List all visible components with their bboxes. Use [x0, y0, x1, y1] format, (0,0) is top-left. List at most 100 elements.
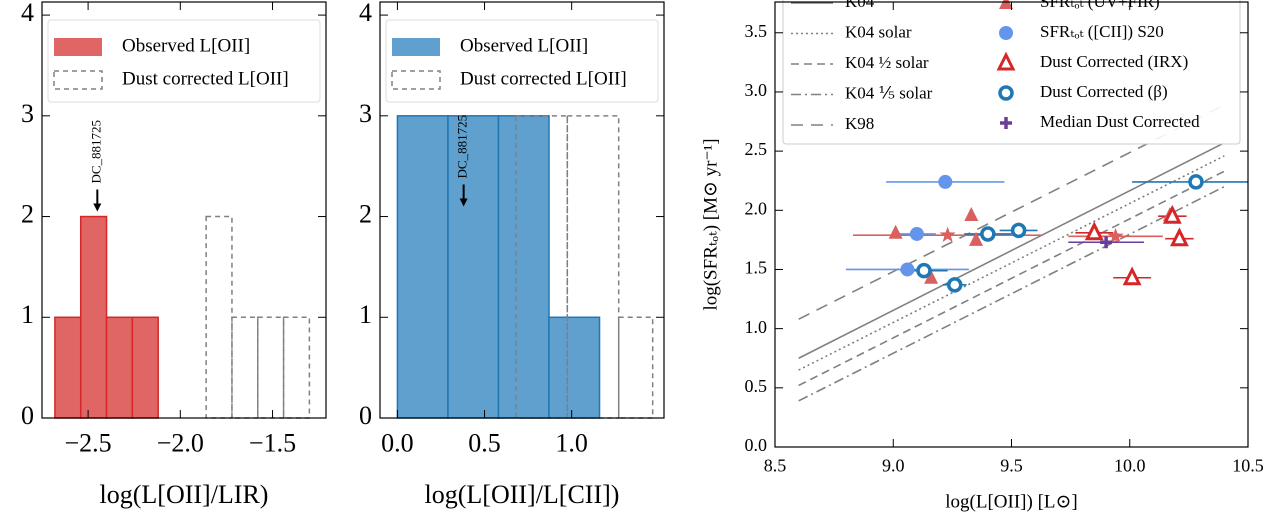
point — [969, 231, 984, 246]
y-tick-label: 3 — [359, 99, 372, 128]
hist-bar — [131, 316, 159, 419]
y-tick-label: 2 — [21, 200, 34, 229]
legend-frame — [385, 19, 659, 103]
hist-bar — [231, 316, 259, 419]
y-tick-label: 2 — [359, 200, 372, 229]
y-tick-label: 1 — [21, 300, 34, 329]
legend-label: SFRₜₒₜ ([CII]) S20 — [1040, 22, 1164, 41]
point — [924, 269, 939, 284]
point — [980, 226, 996, 242]
y-tick-label: 1.5 — [745, 258, 768, 278]
annotation: DC_881725 — [455, 115, 470, 179]
axes-frame — [379, 1, 665, 419]
point — [916, 262, 932, 279]
x-tick-label: 9.5 — [1000, 455, 1023, 475]
legend-label: K04 solar — [845, 22, 912, 41]
plot-area — [798, 104, 1248, 402]
point — [1084, 221, 1104, 241]
point — [964, 207, 979, 222]
legend-label: Dust corrected L[OII] — [460, 68, 627, 89]
point — [1162, 204, 1182, 224]
hist-bar — [447, 115, 500, 419]
y-tick-label: 3.5 — [745, 21, 768, 41]
y-tick-label: 3.0 — [745, 80, 768, 100]
legend-label: Observed L[OII] — [122, 35, 250, 56]
x-tick-label: 9.0 — [882, 455, 905, 475]
x-axis-label: log(L[OII]/LIR) — [100, 480, 269, 509]
relation-line — [798, 155, 1225, 371]
x-tick-label: −2.0 — [157, 428, 204, 457]
legend-swatch — [392, 38, 440, 56]
x-tick-label: 10.0 — [1114, 455, 1146, 475]
hist-bar — [497, 115, 550, 419]
annotation: DC_881725 — [88, 120, 103, 184]
hist-bar — [617, 316, 654, 419]
x-tick-label: 0.5 — [468, 428, 501, 457]
x-tick-label: 0.0 — [381, 428, 414, 457]
point — [939, 226, 956, 243]
y-tick-label: 0 — [359, 401, 372, 430]
legend-label: K04 ½ solar — [845, 53, 929, 72]
point — [1169, 227, 1189, 247]
legend-marker — [996, 51, 1016, 71]
x-tick-label: −2.5 — [65, 428, 112, 457]
point — [938, 174, 953, 189]
y-tick-label: 2.5 — [745, 139, 768, 159]
x-axis-label: log(L[OII]) [L⊙] — [945, 491, 1078, 512]
point — [1100, 236, 1113, 249]
hist-bar — [79, 215, 108, 419]
point — [1107, 227, 1124, 244]
x-tick-label: 10.5 — [1232, 455, 1264, 475]
legend-frame — [47, 19, 321, 103]
legend-label: K98 — [845, 114, 874, 133]
relation-line — [798, 185, 1225, 402]
legend-label: Observed L[OII] — [460, 35, 588, 56]
point — [1010, 222, 1027, 239]
legend-label: Dust Corrected (IRX) — [1040, 52, 1188, 71]
y-tick-label: 1.0 — [745, 317, 768, 337]
x-tick-label: 1.0 — [555, 428, 588, 457]
annotation-arrowhead — [459, 198, 468, 207]
hist-bar — [548, 316, 601, 419]
hist-bar — [257, 316, 285, 419]
y-tick-label: 0 — [21, 401, 34, 430]
y-tick-label: 2.0 — [745, 198, 768, 218]
legend-marker — [999, 26, 1013, 40]
legend-label: Dust corrected L[OII] — [122, 68, 289, 89]
x-axis-label: log(L[OII]/L[CII]) — [425, 480, 620, 509]
axes-frame — [41, 1, 327, 419]
legend-label: Dust Corrected (β) — [1040, 82, 1168, 101]
hist-bar — [396, 115, 449, 419]
x-tick-label: −1.5 — [249, 428, 296, 457]
legend-swatch — [391, 70, 441, 90]
point — [1188, 174, 1204, 190]
hist-bar — [282, 316, 311, 419]
y-tick-label: 0.0 — [745, 435, 768, 455]
y-tick-label: 1 — [359, 300, 372, 329]
y-tick-label: 0.5 — [745, 376, 768, 396]
y-tick-label: 4 — [21, 0, 34, 27]
point — [909, 226, 924, 241]
legend-label: K04 — [845, 0, 875, 11]
relation-line — [798, 142, 1225, 359]
hist-bar — [105, 316, 134, 419]
point — [946, 277, 963, 293]
hist-bar — [205, 215, 233, 419]
y-tick-label: 4 — [359, 0, 372, 27]
y-axis-label: log(SFRₜₒₜ) [M⊙ yr⁻¹] — [700, 138, 721, 310]
point — [888, 224, 903, 239]
annotation-arrowhead — [93, 203, 102, 212]
legend-swatch — [54, 38, 102, 56]
axes-frame — [774, 1, 1249, 448]
legend-swatch — [53, 70, 103, 90]
x-tick-label: 8.5 — [764, 455, 787, 475]
y-tick-label: 3 — [21, 99, 34, 128]
point — [900, 262, 915, 277]
point — [1122, 266, 1142, 286]
relation-line — [798, 170, 1225, 387]
legend-marker — [1000, 117, 1012, 129]
legend-marker — [998, 85, 1014, 101]
legend-label: Median Dust Corrected — [1040, 112, 1200, 131]
legend-label: SFRₜₒₜ (UV+FIR) — [1040, 0, 1160, 11]
